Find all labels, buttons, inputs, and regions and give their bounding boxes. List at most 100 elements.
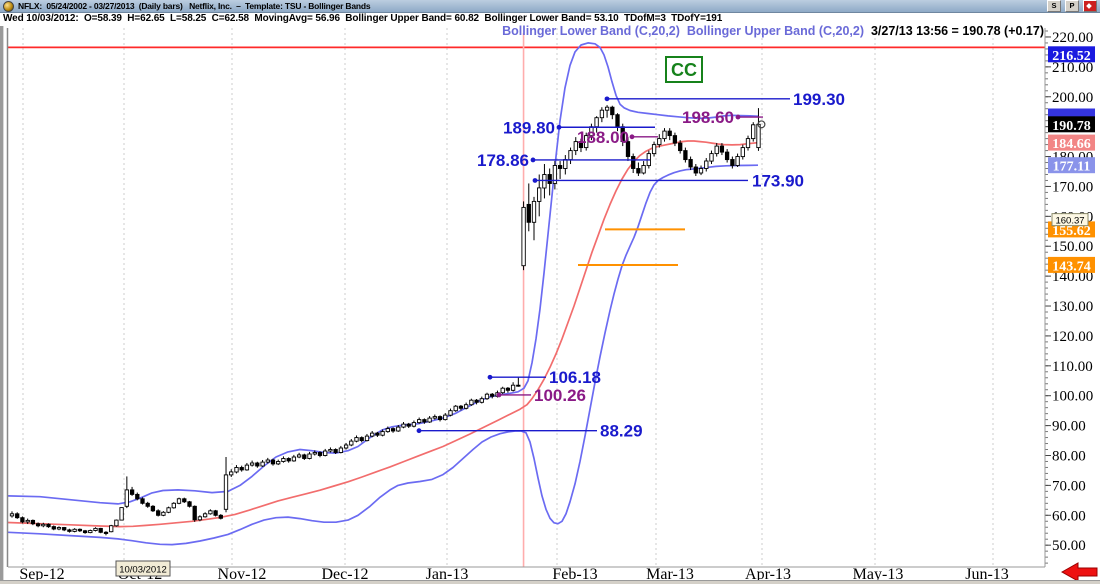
candle-body <box>77 528 83 532</box>
cc-textbox[interactable] <box>665 56 703 83</box>
candle-body <box>552 165 558 184</box>
candle-body <box>636 168 641 174</box>
x-axis-month-label: Apr-13 <box>745 566 791 583</box>
candle-body <box>67 529 72 532</box>
candle-body <box>30 519 36 525</box>
price-badge-label: 143.74 <box>1052 259 1091 274</box>
candle-body <box>255 462 260 467</box>
bollinger-upper-band-line <box>7 42 759 505</box>
candle-body <box>406 423 411 427</box>
candle-body <box>354 437 359 442</box>
candle-body <box>171 502 176 509</box>
candle-body <box>249 462 255 466</box>
candle-body <box>338 447 344 453</box>
annotation-dot[interactable] <box>629 134 635 140</box>
annotation-dot[interactable] <box>487 374 493 380</box>
candle-body <box>610 106 615 116</box>
x-axis-month-label: Dec-12 <box>321 566 368 583</box>
price-badge <box>1048 157 1095 174</box>
annotation-dot[interactable] <box>556 124 562 130</box>
app-logo-icon <box>3 0 14 12</box>
candle-body <box>276 461 281 465</box>
price-badge-label: 216.52 <box>1052 49 1091 64</box>
candle-body <box>176 498 182 504</box>
annotation-label: 106.18 <box>549 368 601 387</box>
candle-body <box>114 519 119 527</box>
s-button[interactable]: S <box>1047 0 1061 12</box>
candle-body <box>594 117 599 128</box>
annotation-dot[interactable] <box>735 114 741 120</box>
candle-body <box>135 493 140 500</box>
candle-body <box>145 502 150 507</box>
y-axis-label: 70.00 <box>1052 478 1086 494</box>
annotation-label: 88.29 <box>600 422 643 441</box>
y-axis-label: 110.00 <box>1052 359 1093 375</box>
candle-body <box>244 464 250 471</box>
bar-data-readout: Wed 10/03/2012: O=58.39 H=62.65 L=58.25 … <box>0 13 1100 26</box>
candle-body <box>578 141 584 149</box>
candle-body <box>62 527 67 531</box>
candle-body <box>109 525 114 533</box>
candle-body <box>35 523 41 527</box>
candle-body <box>714 145 719 155</box>
candle-body <box>140 498 145 504</box>
window-titlebar[interactable]: NFLX: 05/24/2002 - 03/27/2013 (Daily bar… <box>0 0 1100 13</box>
x-axis-month-label: Jan-13 <box>426 566 469 583</box>
candle-body <box>41 523 46 527</box>
x-axis-month-label: Feb-13 <box>552 566 597 583</box>
candle-body <box>129 489 135 495</box>
date-tooltip-label: 10/03/2012 <box>119 565 167 576</box>
x-axis-month-label: Sep-12 <box>19 566 64 583</box>
y-axis-label: 60.00 <box>1052 508 1086 524</box>
candle-body <box>510 384 516 391</box>
last-quote-text: 3/27/13 13:56 = 190.78 (+0.17) <box>870 24 1044 38</box>
candle-body <box>745 138 751 149</box>
price-badge <box>1048 256 1095 273</box>
candle-body <box>265 459 270 463</box>
candle-body <box>218 514 223 519</box>
scroll-left-arrow-icon[interactable] <box>1060 562 1098 582</box>
y-axis-label: 90.00 <box>1052 419 1086 435</box>
price-badge-label: 155.62 <box>1052 224 1091 239</box>
x-axis-month-label: Nov-12 <box>218 566 267 583</box>
candle-body <box>657 138 662 146</box>
candle-body <box>735 156 740 166</box>
annotation-dot[interactable] <box>496 392 502 398</box>
candle-body <box>359 437 364 442</box>
candle-body <box>364 435 370 442</box>
candle-body <box>150 505 156 512</box>
candle-body <box>25 519 30 523</box>
annotation-dot[interactable] <box>532 178 538 183</box>
candle-body <box>490 393 495 397</box>
candle-body <box>88 530 93 534</box>
candle-body <box>307 453 312 459</box>
candle-body <box>20 517 25 523</box>
candle-body <box>641 165 646 174</box>
candle-body <box>380 431 385 436</box>
pin-icon[interactable] <box>1083 0 1097 12</box>
candle-body <box>698 168 704 174</box>
candle-body <box>542 174 547 189</box>
candle-body <box>281 458 286 462</box>
candle-body <box>124 489 129 507</box>
annotation-label: 100.26 <box>534 386 586 405</box>
price-badge <box>1048 134 1095 151</box>
p-button[interactable]: P <box>1065 0 1079 12</box>
candle-body <box>443 414 448 421</box>
annotation-label: 198.60 <box>682 108 734 127</box>
annotation-dot[interactable] <box>604 96 610 102</box>
date-tooltip <box>115 560 171 577</box>
annotation-dot[interactable] <box>530 157 536 163</box>
y-axis-label: 170.00 <box>1052 179 1093 195</box>
candle-body <box>557 165 563 169</box>
y-axis-label: 220.00 <box>1052 30 1093 46</box>
candle-body <box>500 387 505 394</box>
candle-body <box>260 461 265 467</box>
annotation-dot[interactable] <box>416 428 422 434</box>
candle-body <box>56 527 62 530</box>
candle-body <box>724 151 730 161</box>
candle-body <box>390 428 396 432</box>
candle-body <box>312 452 317 455</box>
